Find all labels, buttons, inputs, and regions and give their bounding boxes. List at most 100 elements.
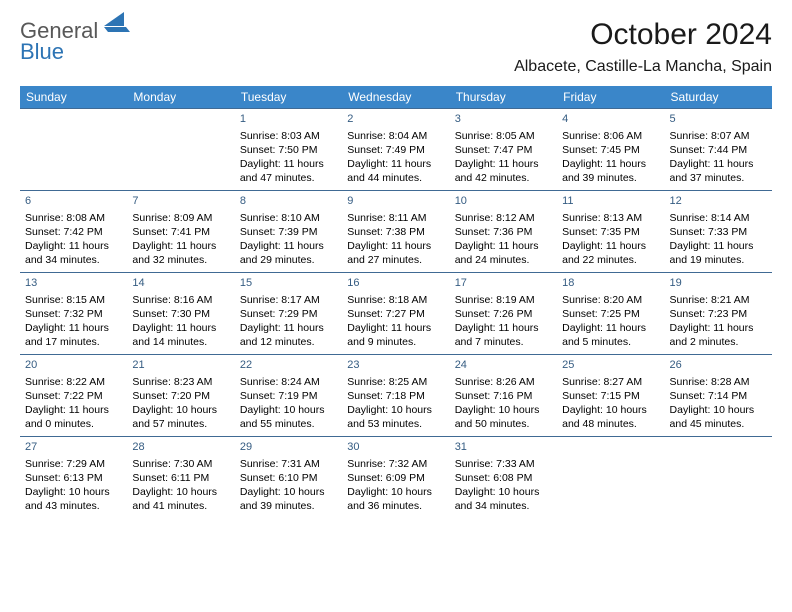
day-sunset: Sunset: 7:50 PM — [240, 143, 337, 157]
calendar-day-cell: 10Sunrise: 8:12 AMSunset: 7:36 PMDayligh… — [450, 191, 557, 273]
calendar-week-row: 13Sunrise: 8:15 AMSunset: 7:32 PMDayligh… — [20, 273, 772, 355]
day-number: 28 — [132, 440, 229, 455]
day-sunrise: Sunrise: 8:25 AM — [347, 375, 444, 389]
day-sunrise: Sunrise: 8:10 AM — [240, 211, 337, 225]
day-number: 20 — [25, 358, 122, 373]
day-sunrise: Sunrise: 8:23 AM — [132, 375, 229, 389]
day-sunset: Sunset: 7:47 PM — [455, 143, 552, 157]
day-sunrise: Sunrise: 8:08 AM — [25, 211, 122, 225]
day-daylight: Daylight: 10 hours and 45 minutes. — [670, 403, 767, 431]
day-daylight: Daylight: 10 hours and 43 minutes. — [25, 485, 122, 513]
calendar-week-row: 6Sunrise: 8:08 AMSunset: 7:42 PMDaylight… — [20, 191, 772, 273]
day-number: 24 — [455, 358, 552, 373]
day-sunset: Sunset: 7:16 PM — [455, 389, 552, 403]
weekday-header: Friday — [557, 86, 664, 109]
day-number: 15 — [240, 276, 337, 291]
day-sunrise: Sunrise: 8:11 AM — [347, 211, 444, 225]
day-number: 18 — [562, 276, 659, 291]
day-number: 7 — [132, 194, 229, 209]
title-block: October 2024 Albacete, Castille-La Manch… — [514, 18, 772, 76]
day-sunset: Sunset: 7:20 PM — [132, 389, 229, 403]
day-sunset: Sunset: 7:36 PM — [455, 225, 552, 239]
day-sunset: Sunset: 6:13 PM — [25, 471, 122, 485]
calendar-day-cell: 22Sunrise: 8:24 AMSunset: 7:19 PMDayligh… — [235, 355, 342, 437]
day-number: 22 — [240, 358, 337, 373]
calendar-day-cell: 6Sunrise: 8:08 AMSunset: 7:42 PMDaylight… — [20, 191, 127, 273]
day-daylight: Daylight: 10 hours and 36 minutes. — [347, 485, 444, 513]
day-sunrise: Sunrise: 8:19 AM — [455, 293, 552, 307]
day-daylight: Daylight: 10 hours and 50 minutes. — [455, 403, 552, 431]
calendar-day-cell: 13Sunrise: 8:15 AMSunset: 7:32 PMDayligh… — [20, 273, 127, 355]
day-daylight: Daylight: 11 hours and 17 minutes. — [25, 321, 122, 349]
calendar-day-cell: 11Sunrise: 8:13 AMSunset: 7:35 PMDayligh… — [557, 191, 664, 273]
day-sunset: Sunset: 7:18 PM — [347, 389, 444, 403]
calendar-table: SundayMondayTuesdayWednesdayThursdayFrid… — [20, 86, 772, 519]
day-daylight: Daylight: 11 hours and 42 minutes. — [455, 157, 552, 185]
day-daylight: Daylight: 11 hours and 32 minutes. — [132, 239, 229, 267]
day-sunset: Sunset: 7:30 PM — [132, 307, 229, 321]
day-daylight: Daylight: 10 hours and 48 minutes. — [562, 403, 659, 431]
day-number: 30 — [347, 440, 444, 455]
day-number: 5 — [670, 112, 767, 127]
calendar-day-cell: 15Sunrise: 8:17 AMSunset: 7:29 PMDayligh… — [235, 273, 342, 355]
day-sunrise: Sunrise: 8:21 AM — [670, 293, 767, 307]
calendar-day-cell: 20Sunrise: 8:22 AMSunset: 7:22 PMDayligh… — [20, 355, 127, 437]
day-sunrise: Sunrise: 7:31 AM — [240, 457, 337, 471]
logo-part2: Blue — [20, 39, 64, 64]
day-daylight: Daylight: 11 hours and 14 minutes. — [132, 321, 229, 349]
day-daylight: Daylight: 11 hours and 44 minutes. — [347, 157, 444, 185]
logo-triangle-icon — [104, 12, 130, 37]
day-sunrise: Sunrise: 7:32 AM — [347, 457, 444, 471]
calendar-week-row: 1Sunrise: 8:03 AMSunset: 7:50 PMDaylight… — [20, 109, 772, 191]
day-sunrise: Sunrise: 8:16 AM — [132, 293, 229, 307]
day-number: 21 — [132, 358, 229, 373]
day-sunset: Sunset: 7:39 PM — [240, 225, 337, 239]
day-daylight: Daylight: 10 hours and 34 minutes. — [455, 485, 552, 513]
day-sunrise: Sunrise: 8:22 AM — [25, 375, 122, 389]
day-daylight: Daylight: 10 hours and 39 minutes. — [240, 485, 337, 513]
day-daylight: Daylight: 11 hours and 24 minutes. — [455, 239, 552, 267]
day-daylight: Daylight: 10 hours and 53 minutes. — [347, 403, 444, 431]
weekday-header: Tuesday — [235, 86, 342, 109]
calendar-day-cell: 17Sunrise: 8:19 AMSunset: 7:26 PMDayligh… — [450, 273, 557, 355]
day-sunrise: Sunrise: 8:28 AM — [670, 375, 767, 389]
calendar-day-cell: 2Sunrise: 8:04 AMSunset: 7:49 PMDaylight… — [342, 109, 449, 191]
day-sunset: Sunset: 7:19 PM — [240, 389, 337, 403]
calendar-day-cell: 8 Sunrise: 8:10 AMSunset: 7:39 PMDaylight… — [235, 191, 342, 273]
page-header: General Blue October 2024 Albacete, Cast… — [20, 18, 772, 76]
calendar-day-cell — [127, 109, 234, 191]
weekday-header: Saturday — [665, 86, 772, 109]
day-sunset: Sunset: 7:14 PM — [670, 389, 767, 403]
day-sunrise: Sunrise: 8:26 AM — [455, 375, 552, 389]
day-daylight: Daylight: 11 hours and 27 minutes. — [347, 239, 444, 267]
day-sunset: Sunset: 6:11 PM — [132, 471, 229, 485]
day-sunset: Sunset: 6:10 PM — [240, 471, 337, 485]
day-daylight: Daylight: 11 hours and 29 minutes. — [240, 239, 337, 267]
calendar-day-cell: 16Sunrise: 8:18 AMSunset: 7:27 PMDayligh… — [342, 273, 449, 355]
location: Albacete, Castille-La Mancha, Spain — [514, 58, 772, 76]
day-sunrise: Sunrise: 7:29 AM — [25, 457, 122, 471]
day-daylight: Daylight: 11 hours and 34 minutes. — [25, 239, 122, 267]
calendar-day-cell: 3Sunrise: 8:05 AMSunset: 7:47 PMDaylight… — [450, 109, 557, 191]
day-sunset: Sunset: 7:33 PM — [670, 225, 767, 239]
day-daylight: Daylight: 10 hours and 57 minutes. — [132, 403, 229, 431]
day-daylight: Daylight: 11 hours and 5 minutes. — [562, 321, 659, 349]
day-sunrise: Sunrise: 8:20 AM — [562, 293, 659, 307]
day-number: 8 — [240, 194, 337, 209]
day-sunset: Sunset: 7:32 PM — [25, 307, 122, 321]
day-sunset: Sunset: 7:38 PM — [347, 225, 444, 239]
calendar-day-cell: 14Sunrise: 8:16 AMSunset: 7:30 PMDayligh… — [127, 273, 234, 355]
day-sunrise: Sunrise: 8:12 AM — [455, 211, 552, 225]
calendar-day-cell: 31Sunrise: 7:33 AMSunset: 6:08 PMDayligh… — [450, 437, 557, 519]
day-sunrise: Sunrise: 8:15 AM — [25, 293, 122, 307]
day-daylight: Daylight: 11 hours and 22 minutes. — [562, 239, 659, 267]
day-sunrise: Sunrise: 8:24 AM — [240, 375, 337, 389]
calendar-day-cell: 25Sunrise: 8:27 AMSunset: 7:15 PMDayligh… — [557, 355, 664, 437]
day-daylight: Daylight: 11 hours and 7 minutes. — [455, 321, 552, 349]
day-sunset: Sunset: 7:44 PM — [670, 143, 767, 157]
day-sunrise: Sunrise: 7:33 AM — [455, 457, 552, 471]
day-number: 9 — [347, 194, 444, 209]
day-sunrise: Sunrise: 7:30 AM — [132, 457, 229, 471]
calendar-day-cell: 5Sunrise: 8:07 AMSunset: 7:44 PMDaylight… — [665, 109, 772, 191]
day-daylight: Daylight: 11 hours and 0 minutes. — [25, 403, 122, 431]
